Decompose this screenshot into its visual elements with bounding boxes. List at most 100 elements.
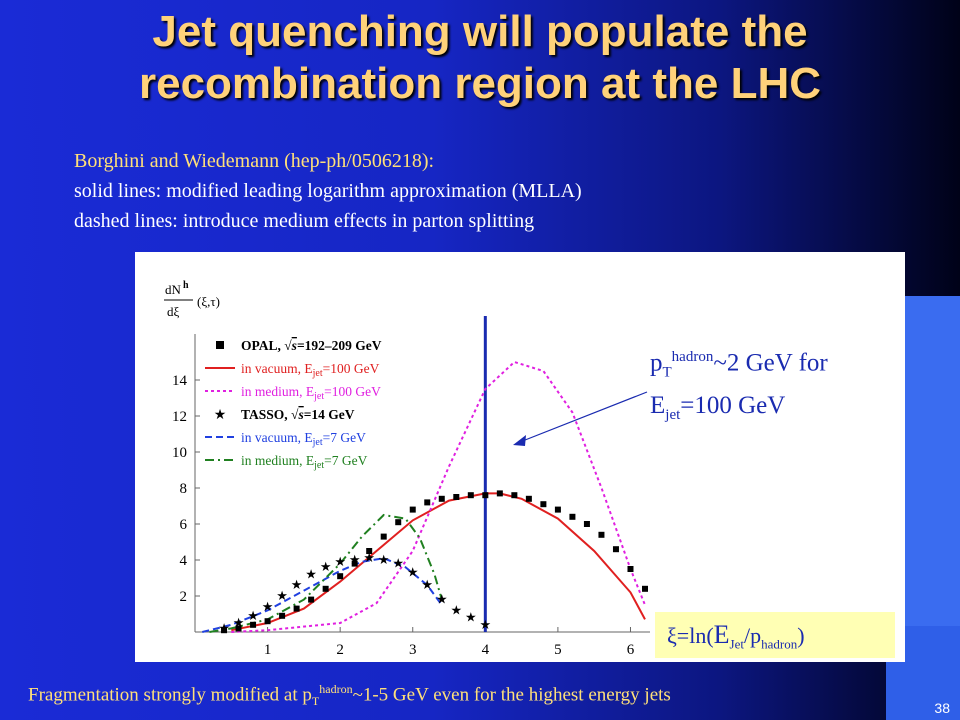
callout-rest-2: =100 GeV [680, 392, 786, 420]
legend-label-3: TASSO, √s=14 GeV [241, 407, 355, 422]
opal-point [250, 621, 257, 628]
callout-arrow-head [513, 435, 526, 446]
opal-point [221, 627, 228, 634]
tasso-point: ★ [218, 620, 230, 635]
ylabel-denominator: dξ [167, 304, 180, 319]
callout-jet-sub: jet [665, 407, 681, 424]
y-tick-label: 4 [180, 553, 188, 569]
tasso-point: ★ [262, 599, 274, 614]
tasso-point: ★ [276, 588, 288, 603]
legend-label-2: in medium, Ejet=100 GeV [241, 384, 381, 402]
tasso-point: ★ [320, 559, 332, 574]
tasso-point: ★ [392, 556, 404, 571]
legend-label-0: OPAL, √s=192–209 GeV [241, 338, 382, 353]
slide-title: Jet quenching will populate the recombin… [0, 6, 960, 110]
legend-label-4: in vacuum, Ejet=7 GeV [241, 430, 366, 448]
y-tick-label: 12 [172, 409, 187, 425]
series-line-2 [202, 557, 443, 633]
tasso-point: ★ [233, 615, 245, 630]
ylabel-superscript: h [183, 280, 189, 291]
callout-p: p [650, 349, 663, 377]
opal-point [496, 490, 503, 497]
subtitle-dashed-note: dashed lines: introduce medium effects i… [74, 210, 535, 232]
footer-rest: ~1-5 GeV even for the highest energy jet… [352, 684, 671, 706]
y-tick-label: 2 [180, 589, 188, 605]
opal-point [569, 513, 576, 520]
points-group: ★ ★ ★★★★★ ★ ★ ★ ★ ★ ★★★★★ ★ ★ [218, 490, 648, 635]
opal-point [612, 546, 619, 553]
tasso-point: ★ [479, 617, 491, 632]
opal-point [525, 495, 532, 502]
tasso-point: ★ [450, 602, 462, 617]
x-tick-label: 5 [554, 642, 562, 658]
opal-point [409, 506, 416, 513]
curves-group [202, 360, 648, 633]
opal-point [482, 492, 489, 499]
tasso-point: ★ [436, 592, 448, 607]
series-line-1 [231, 360, 646, 633]
callout-arrow-line [519, 391, 648, 443]
x-tick-label: 1 [264, 642, 272, 658]
tasso-point: ★ [465, 610, 477, 625]
footer-caption: Fragmentation strongly modified at pThad… [28, 682, 671, 709]
ylabel-args: (ξ,τ) [197, 294, 220, 309]
opal-point [337, 573, 344, 580]
title-line-2: recombination region at the LHC [138, 59, 822, 108]
footer-T-sub: T [311, 694, 320, 709]
tasso-point: ★ [349, 552, 361, 567]
chart-panel: 1 2 3 4 5 6 2 4 6 8 10 12 14 dN h dξ (ξ,τ) ★ ★ ★ ★ ★ ★ ★ ★ ★ ★ ★ ★ ★… [135, 252, 905, 662]
x-tick-label: 3 [409, 642, 417, 658]
y-tick-label: 14 [172, 373, 188, 389]
y-tick-label: 8 [180, 481, 188, 497]
opal-point [511, 492, 518, 499]
legend-swatch-square [216, 341, 224, 349]
opal-point [308, 596, 315, 603]
xi-lead: ξ=ln( [667, 623, 714, 648]
tasso-point: ★ [247, 608, 259, 623]
opal-point [395, 519, 402, 526]
tasso-point: ★ [291, 577, 303, 592]
opal-point [322, 585, 329, 592]
subtitle-reference: Borghini and Wiedemann (hep-ph/0506218): [74, 150, 435, 172]
callout-T-sub: T [662, 364, 672, 381]
tasso-point: ★ [421, 577, 433, 592]
subtitle-block: Borghini and Wiedemann (hep-ph/0506218):… [74, 146, 582, 236]
ylabel-numerator: dN [165, 282, 182, 297]
legend-swatch-star: ★ [214, 408, 227, 423]
xi-definition-box: ξ=ln(EJet/phadron) [655, 612, 895, 658]
opal-point [642, 585, 648, 592]
tasso-point: ★ [363, 550, 375, 565]
opal-point [438, 495, 445, 502]
opal-point [554, 506, 561, 513]
xi-E: E [713, 620, 730, 649]
opal-point [598, 531, 605, 538]
legend-label-5: in medium, Ejet=7 GeV [241, 453, 368, 471]
opal-point [351, 560, 358, 567]
x-tick-label: 6 [627, 642, 635, 658]
legend-label-1: in vacuum, Ejet=100 GeV [241, 361, 380, 379]
x-tick-label: 4 [482, 642, 490, 658]
page-number: 38 [934, 700, 950, 716]
xi-jet-sub: Jet [729, 636, 744, 652]
opal-point [467, 492, 474, 499]
x-tick-label: 2 [336, 642, 344, 658]
footer-lead: Fragmentation strongly modified at p [28, 684, 312, 706]
xi-hadron-sub: hadron [761, 636, 798, 652]
series-line-0 [231, 492, 646, 632]
y-tick-label: 6 [180, 517, 188, 533]
subtitle-solid-note: solid lines: modified leading logarithm … [74, 180, 582, 202]
opal-point [627, 566, 634, 572]
tasso-point: ★ [334, 554, 346, 569]
opal-point [380, 533, 387, 540]
tasso-point: ★ [378, 552, 390, 567]
opal-point [235, 625, 242, 632]
tasso-point: ★ [407, 565, 419, 580]
tasso-point: ★ [305, 566, 317, 581]
opal-point [264, 618, 271, 625]
opal-point [366, 548, 373, 554]
callout-E: E [650, 392, 666, 420]
legend-group: OPAL, √s=192–209 GeV in vacuum, Ejet=100 … [205, 338, 382, 471]
